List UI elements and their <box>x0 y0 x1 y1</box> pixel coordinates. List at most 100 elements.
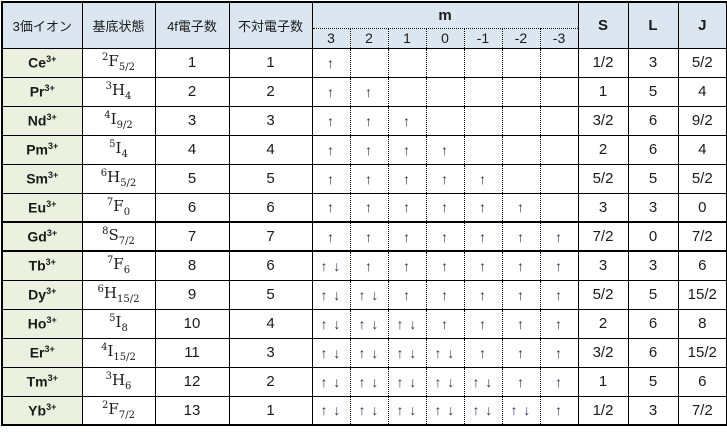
ion-symbol: Gd <box>27 228 47 245</box>
l-value: 0 <box>648 228 658 245</box>
ground-state-cell: 5I8 <box>81 308 156 339</box>
term-multiplicity: 4 <box>104 110 111 121</box>
orbital-cell: ↑ <box>463 221 503 252</box>
s-value-cell: 3/2 <box>577 337 629 368</box>
col-header-s: S <box>577 1 629 49</box>
spin-arrows: ↑ <box>517 344 525 361</box>
orbital-cell: ↑ <box>425 192 465 223</box>
orbital-cell: ↑ <box>349 250 389 281</box>
ground-state-cell: 5I4 <box>81 134 156 165</box>
term-j-subscript: 0 <box>123 206 131 218</box>
ground-state-cell: 6H5/2 <box>81 163 156 194</box>
unpaired-count-cell: 4 <box>228 308 313 339</box>
j-value: 9/2 <box>691 112 713 129</box>
orbital-cell <box>501 76 541 107</box>
term-multiplicity: 3 <box>105 371 112 382</box>
l-value-cell: 5 <box>627 76 679 107</box>
orbital-cell: ↑ <box>311 47 351 78</box>
spin-arrows: ↑ <box>441 286 449 303</box>
term-multiplicity: 8 <box>102 226 109 237</box>
spin-arrows: ↑ ↓ <box>320 286 342 303</box>
j-value: 15/2 <box>687 286 717 303</box>
s-value: 3/2 <box>592 112 614 129</box>
orbital-cell: ↑ ↓ <box>349 337 389 368</box>
f-electron-count-cell: 10 <box>154 308 230 339</box>
j-value: 8 <box>698 315 707 332</box>
l-value-cell: 3 <box>627 395 679 426</box>
term-j-subscript: 5/2 <box>118 62 135 73</box>
f-electron-count-cell: 4 <box>154 134 230 165</box>
spin-arrows: ↑ <box>441 199 449 216</box>
term-j-subscript: 15/2 <box>117 294 140 305</box>
s-value: 3 <box>598 257 608 275</box>
table-row: Sm3+ 6H5/2 5 5 ↑ ↑ ↑ ↑ ↑ 5/2 5 5/2 <box>1 163 727 194</box>
unpaired-count-cell: 6 <box>228 250 313 281</box>
term-multiplicity: 6 <box>97 284 104 295</box>
l-value: 3 <box>648 54 658 71</box>
term-letter: I <box>110 110 117 128</box>
spin-arrows: ↑ ↓ <box>472 373 494 390</box>
ground-state-cell: 7F0 <box>81 192 156 223</box>
f-electron-count-cell: 1 <box>154 47 230 78</box>
orbital-cell: ↑ <box>349 163 389 194</box>
f-electron-count-cell: 13 <box>154 395 230 426</box>
term-letter: I <box>107 342 114 360</box>
j-value: 15/2 <box>687 344 717 361</box>
orbital-cell: ↑ <box>349 221 389 252</box>
spin-arrows: ↑ ↓ <box>358 344 380 361</box>
orbital-cell: ↑ ↓ <box>387 395 427 426</box>
orbital-cell <box>463 105 503 136</box>
orbital-cell <box>387 47 427 78</box>
orbital-cell: ↑ ↓ <box>387 366 427 397</box>
unpaired-count-cell: 1 <box>228 395 313 426</box>
ion-charge: 3+ <box>46 286 57 297</box>
unpaired-count: 4 <box>266 141 275 158</box>
spin-arrows: ↑ <box>441 257 449 274</box>
s-value: 5/2 <box>592 286 614 303</box>
ion-cell: Ce3+ <box>1 47 83 78</box>
s-value-cell: 2 <box>577 308 629 339</box>
unpaired-count-cell: 2 <box>228 76 313 107</box>
ion-charge: 3+ <box>45 257 56 268</box>
table-row: Nd3+ 4I9/2 3 3 ↑ ↑ ↑ 3/2 6 9/2 <box>1 105 727 136</box>
unpaired-count-cell: 3 <box>228 105 313 136</box>
f-electron-count-cell: 5 <box>154 163 230 194</box>
ion-cell: Tm3+ <box>1 366 83 397</box>
spin-arrows: ↑ <box>327 228 335 245</box>
s-value: 1 <box>598 373 608 390</box>
spin-arrows: ↑ <box>555 402 563 419</box>
ion-symbol: Dy <box>28 286 47 303</box>
f-electron-count: 12 <box>183 373 201 390</box>
orbital-cell: ↑ <box>539 337 579 368</box>
term-multiplicity: 5 <box>109 313 116 324</box>
ion-symbol: Nd <box>27 112 47 129</box>
orbital-cell: ↑ <box>425 279 465 310</box>
s-value: 2 <box>598 141 608 158</box>
orbital-cell: ↑ <box>311 163 351 194</box>
unpaired-count: 5 <box>266 170 275 187</box>
term-multiplicity: 4 <box>101 342 108 353</box>
ion-charge: 3+ <box>46 198 57 209</box>
spin-arrows: ↑ ↓ <box>510 402 532 419</box>
table-row: Eu3+ 7F0 6 6 ↑ ↑ ↑ ↑ ↑ ↑ 3 3 0 <box>1 192 727 223</box>
ion-charge: 3+ <box>46 228 58 239</box>
unpaired-count-cell: 5 <box>228 163 313 194</box>
spin-arrows: ↑ <box>403 228 411 245</box>
unpaired-count-cell: 7 <box>228 221 313 252</box>
spin-arrows: ↑ ↓ <box>396 315 418 332</box>
spin-arrows: ↑ <box>517 257 525 274</box>
lanthanide-ion-table: 3価イオン 基底状態 4f電子数 不対電子数 m S L J 3 2 1 0 -… <box>1 1 727 426</box>
m-sublabel-0: 0 <box>425 27 465 49</box>
ion-cell: Nd3+ <box>1 105 83 136</box>
spin-arrows: ↑ ↓ <box>358 373 380 390</box>
f-electron-count-cell: 6 <box>154 192 230 223</box>
ion-cell: Pm3+ <box>1 134 83 165</box>
term-letter: H <box>111 371 126 389</box>
orbital-cell <box>501 163 541 194</box>
f-electron-count: 5 <box>187 170 197 187</box>
spin-arrows: ↑ ↓ <box>434 344 456 361</box>
orbital-cell: ↑ <box>463 279 503 310</box>
ion-charge: 3+ <box>47 373 58 384</box>
f-electron-count: 8 <box>187 257 197 275</box>
orbital-cell: ↑ ↓ <box>349 308 389 339</box>
